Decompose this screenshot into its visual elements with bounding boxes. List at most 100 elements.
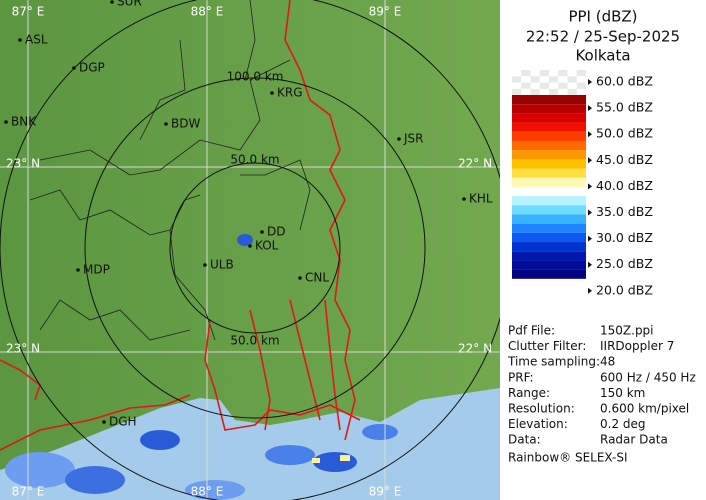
color-band <box>512 232 586 243</box>
info-value: 48 <box>600 355 615 369</box>
checker <box>539 88 549 96</box>
city-dot <box>260 230 264 234</box>
color-band <box>512 205 586 215</box>
checker <box>558 70 568 77</box>
checker <box>512 76 522 83</box>
info-table: Pdf File: 150Z.ppi Clutter Filter: IIRDoppl… <box>507 324 696 465</box>
city-dot <box>4 120 8 124</box>
checker <box>558 82 568 89</box>
color-bar: 60.0 dBZ 55.0 dBZ 50.0 dBZ 45.0 dBZ 40.0 dBZ… <box>512 70 653 297</box>
scale-label: 45.0 dBZ <box>596 152 653 167</box>
checker <box>567 88 577 96</box>
checker <box>530 88 540 96</box>
info-value: IIRDoppler 7 <box>600 339 674 353</box>
city-dot <box>76 268 80 272</box>
grid-label: 87° E <box>12 5 45 19</box>
city-label: SUR <box>117 0 142 9</box>
scale-label: 30.0 dBZ <box>596 230 653 245</box>
checker <box>512 82 522 89</box>
info-key: PRF: <box>508 370 534 384</box>
tick-arrow <box>588 209 592 216</box>
tick-arrow <box>588 261 592 268</box>
grid-label: 23° N <box>6 342 40 356</box>
city-dot <box>397 137 401 141</box>
info-footer: Rainbow® SELEX-SI <box>508 450 628 464</box>
border <box>0 0 361 451</box>
graticule <box>0 0 500 500</box>
color-band <box>512 104 586 114</box>
info-key: Elevation: <box>508 417 568 431</box>
checker <box>576 82 586 89</box>
color-band <box>512 260 586 270</box>
info-value: 0.2 deg <box>600 417 646 431</box>
scale-label: 60.0 dBZ <box>596 74 653 89</box>
checker <box>521 82 531 89</box>
city-label: ULB <box>210 258 234 272</box>
legend-title: PPI (dBZ) <box>568 8 637 26</box>
range-label: 50.0 km <box>230 334 279 348</box>
info-value: 150Z.ppi <box>600 324 654 338</box>
grid-label: 22° N <box>458 157 492 171</box>
color-band <box>512 122 586 132</box>
info-value: 600 Hz / 450 Hz <box>600 370 696 384</box>
district-borders <box>29 0 311 341</box>
tick-arrow <box>588 287 592 294</box>
info-value: Radar Data <box>600 433 668 447</box>
info-key: Clutter Filter: <box>508 339 586 353</box>
checker <box>539 82 549 89</box>
color-band <box>512 150 586 160</box>
city-label: DD <box>267 225 285 239</box>
radar-map: 87° E 88° E 89° E 23° N 22° N 23° N 22° N 87° E… <box>0 0 500 500</box>
city-label: KRG <box>277 86 303 100</box>
city-dot <box>110 0 114 4</box>
range-label: 50.0 km <box>230 153 279 167</box>
city-label: JSR <box>403 132 424 146</box>
checker <box>558 88 568 96</box>
checker <box>549 70 559 77</box>
tick-arrow <box>588 79 592 85</box>
city-label: ASL <box>25 33 48 47</box>
info-key: Resolution: <box>508 402 575 416</box>
range-rings <box>0 0 500 500</box>
legend-time: 22:52 / 25-Sep-2025 <box>526 28 680 46</box>
radar-echoes <box>5 234 398 500</box>
tick-arrow <box>588 183 592 190</box>
color-band <box>512 251 586 261</box>
info-key: Pdf File: <box>508 324 555 338</box>
sea <box>0 388 500 500</box>
city-dot <box>248 244 252 248</box>
city-dot <box>18 38 22 42</box>
city-dot <box>164 122 168 126</box>
checker <box>567 76 577 83</box>
color-band <box>512 214 586 224</box>
city-dot <box>203 263 207 267</box>
color-band <box>512 168 586 178</box>
city-label: BDW <box>171 117 200 131</box>
legend-panel: PPI (dBZ) 22:52 / 25-Sep-2025 Kolkata 60… <box>507 8 696 465</box>
city-label: DGP <box>79 61 105 75</box>
scale-label: 25.0 dBZ <box>596 256 653 271</box>
grid-label: 87° E <box>12 485 45 499</box>
city-label: CNL <box>305 271 329 285</box>
checker <box>530 70 540 77</box>
color-band <box>512 269 586 279</box>
info-key: Data: <box>508 433 541 447</box>
city-dot <box>270 91 274 95</box>
grid-label: 88° E <box>191 5 224 19</box>
info-value: 0.600 km/pixel <box>600 402 689 416</box>
scale-label: 40.0 dBZ <box>596 178 653 193</box>
color-band <box>512 140 586 151</box>
checker <box>549 88 559 96</box>
color-band <box>512 196 586 206</box>
checker <box>576 70 586 77</box>
color-band <box>512 242 586 252</box>
city-label: MDP <box>83 263 110 277</box>
city-label: BNK <box>11 115 37 129</box>
tick-arrow <box>588 157 592 164</box>
city-dot <box>72 66 76 70</box>
city-label: KOL <box>255 239 279 253</box>
info-value: 150 km <box>600 386 645 400</box>
tick-arrow <box>588 131 592 138</box>
color-band <box>512 223 586 233</box>
